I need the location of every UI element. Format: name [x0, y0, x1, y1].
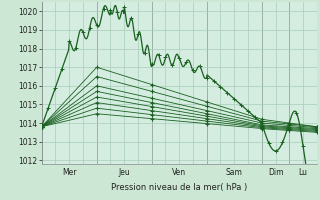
Text: Sam: Sam — [226, 168, 243, 177]
Text: Mer: Mer — [62, 168, 76, 177]
Text: Jeu: Jeu — [118, 168, 130, 177]
Text: Dim: Dim — [268, 168, 283, 177]
Text: Pression niveau de la mer( hPa ): Pression niveau de la mer( hPa ) — [111, 183, 247, 192]
Text: Lu: Lu — [299, 168, 308, 177]
Text: Ven: Ven — [172, 168, 186, 177]
